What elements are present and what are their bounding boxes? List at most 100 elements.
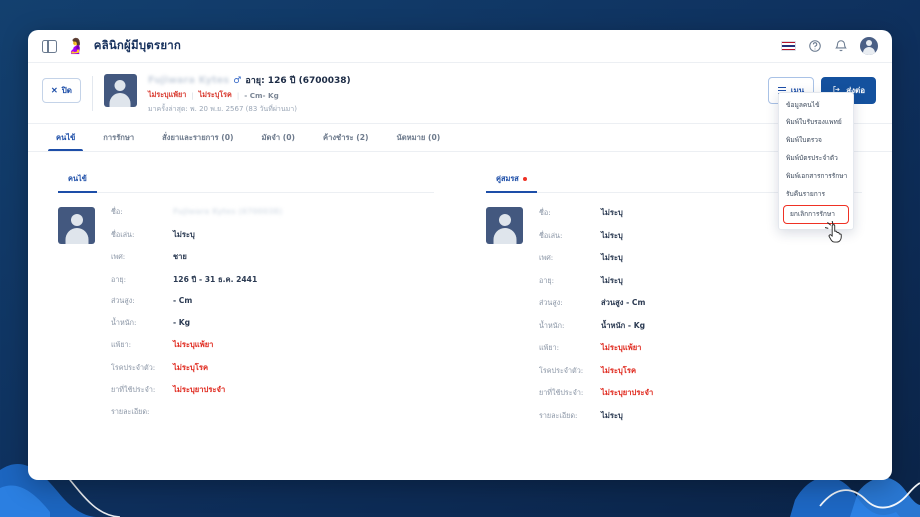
field-label-gender: เพศ: <box>539 253 554 262</box>
field-row: ยาที่ใช้ประจำ: ไม่ระบุยาประจำ <box>539 387 862 399</box>
field-label-allergy: แพ้ยา: <box>111 340 132 349</box>
field-row: โรคประจำตัว: ไม่ระบุโรค <box>539 365 862 377</box>
field-label-name: ชื่อ: <box>111 207 123 216</box>
tab-deposits[interactable]: มัดจำ (0) <box>261 132 295 142</box>
tab-prescriptions[interactable]: สั่งยาและรายการ (0) <box>162 132 234 142</box>
app-title: คลินิกผู้มีบุตรยาก <box>93 38 182 52</box>
field-value-medication: ไม่ระบุยาประจำ <box>173 385 226 394</box>
forward-button-label: ส่งต่อ <box>846 86 865 95</box>
field-row: แพ้ยา: ไม่ระบุแพ้ยา <box>111 339 434 351</box>
field-value-details: ไม่ระบุ <box>601 410 623 420</box>
bell-icon[interactable] <box>834 39 848 53</box>
field-row: รายละเอียด: <box>111 407 434 418</box>
app-topbar: 🤰 คลินิกผู้มีบุตรยาก <box>28 30 892 63</box>
field-row: น้ำหนัก: น้ำหนัก - Kg <box>539 320 862 332</box>
detail-panes: คนไข้ ชื่อ: Fujiwara Kytes (6700038) ชื่… <box>28 152 892 432</box>
topbar-left-group: 🤰 คลินิกผู้มีบุตรยาก <box>42 37 181 55</box>
tab-appointments[interactable]: นัดหมาย (0) <box>396 132 441 142</box>
field-label-weight: น้ำหนัก: <box>111 317 137 327</box>
field-value-disease: ไม่ระบุโรค <box>173 362 209 372</box>
field-value-name: Fujiwara Kytes (6700038) <box>173 207 283 216</box>
field-label-allergy: แพ้ยา: <box>539 343 560 352</box>
patient-name: Fujiwara Kytes <box>147 75 230 86</box>
field-label-disease: โรคประจำตัว: <box>539 365 584 375</box>
spouse-photo-placeholder[interactable] <box>486 207 523 244</box>
menu-item-return-items[interactable]: รับคืนรายการ <box>786 189 825 198</box>
pane-patient-title-label: คนไข้ <box>68 174 87 183</box>
menu-item-print-treatment-docs[interactable]: พิมพ์เอกสารการรักษา <box>786 171 848 180</box>
sidebar-toggle-icon[interactable] <box>42 39 57 53</box>
field-value-nickname: ไม่ระบุ <box>601 230 623 240</box>
patient-disease: ไม่ระบุโรค <box>198 90 232 99</box>
field-row: ส่วนสูง: - Cm <box>111 296 434 307</box>
patient-name-line: Fujiwara Kytes ♂ อายุ: 126 ปี (6700038) <box>148 73 351 87</box>
field-value-age: 126 ปี - 31 ธ.ค. 2441 <box>173 274 258 284</box>
field-label-medication: ยาที่ใช้ประจำ: <box>539 388 584 397</box>
field-value-allergy: ไม่ระบุแพ้ยา <box>173 340 214 349</box>
field-value-weight: น้ำหนัก - Kg <box>601 320 646 330</box>
field-row: ชื่อเล่น: ไม่ระบุ <box>539 230 862 242</box>
close-x-icon: ✕ <box>51 86 58 95</box>
menu-item-patient-info[interactable]: ข้อมูลคนไข้ <box>786 100 820 109</box>
topbar-right-group <box>781 37 878 55</box>
field-value-gender: ไม่ระบุ <box>601 253 623 262</box>
menu-item-cancel-treatment[interactable]: ยกเลิกการรักษา <box>783 204 849 225</box>
field-value-age: ไม่ระบุ <box>601 275 623 285</box>
field-label-details: รายละเอียด: <box>539 410 578 420</box>
field-row: ชื่อเล่น: ไม่ระบุ <box>111 229 434 241</box>
field-label-gender: เพศ: <box>111 252 126 261</box>
menu-item-print-exam-form[interactable]: พิมพ์ใบตรวจ <box>786 136 822 145</box>
patient-conditions-line: ไม่ระบุแพ้ยา | ไม่ระบุโรค | - Cm- Kg <box>148 90 351 101</box>
pane-patient-title[interactable]: คนไข้ <box>58 173 97 193</box>
field-value-allergy: ไม่ระบุแพ้ยา <box>601 343 642 352</box>
tab-outstanding[interactable]: ค้างชำระ (2) <box>323 132 369 142</box>
field-label-nickname: ชื่อเล่น: <box>111 229 135 239</box>
pane-spouse-title-label: คู่สมรส <box>496 174 519 183</box>
menu-item-print-medical-certificate[interactable]: พิมพ์ใบรับรองแพทย์ <box>786 118 842 127</box>
field-row: น้ำหนัก: - Kg <box>111 318 434 329</box>
field-label-height: ส่วนสูง: <box>111 296 135 305</box>
field-value-gender: ชาย <box>173 252 187 261</box>
field-value-medication: ไม่ระบุยาประจำ <box>601 388 654 397</box>
patient-photo-placeholder[interactable] <box>58 207 95 244</box>
app-window: 🤰 คลินิกผู้มีบุตรยาก <box>28 30 892 480</box>
menu-dropdown: ข้อมูลคนไข้ พิมพ์ใบรับรองแพทย์ พิมพ์ใบตร… <box>778 92 854 243</box>
field-label-medication: ยาที่ใช้ประจำ: <box>111 385 156 394</box>
field-label-name: ชื่อ: <box>539 208 551 217</box>
tab-patient[interactable]: คนไข้ <box>42 124 89 151</box>
thai-flag-icon[interactable] <box>781 41 796 51</box>
pane-spouse-title[interactable]: คู่สมรส <box>486 173 537 193</box>
tab-treatment[interactable]: การรักษา <box>103 132 135 142</box>
patient-summary: Fujiwara Kytes ♂ อายุ: 126 ปี (6700038) … <box>148 72 351 115</box>
close-button[interactable]: ✕ ปิด <box>42 78 81 103</box>
field-row: เพศ: ไม่ระบุ <box>539 252 862 264</box>
user-avatar-icon[interactable] <box>860 37 878 55</box>
patient-photo-placeholder[interactable] <box>103 74 137 107</box>
patient-age-id: อายุ: 126 ปี (6700038) <box>245 76 351 86</box>
patient-header-bar: ✕ ปิด Fujiwara Kytes ♂ อายุ: 126 ปี (670… <box>28 63 892 243</box>
pane-spouse-rule <box>486 192 862 193</box>
required-dot-icon <box>522 177 527 181</box>
field-value-weight: - Kg <box>173 317 191 327</box>
field-value-name: ไม่ระบุ <box>601 208 623 217</box>
pane-patient: คนไข้ ชื่อ: Fujiwara Kytes (6700038) ชื่… <box>32 166 460 432</box>
menu-item-print-id-card[interactable]: พิมพ์บัตรประจำตัว <box>786 153 838 162</box>
patient-allergy: ไม่ระบุแพ้ยา <box>147 90 187 99</box>
field-label-age: อายุ: <box>539 275 554 285</box>
field-label-age: อายุ: <box>111 274 126 284</box>
field-row: ส่วนสูง: ส่วนสูง - Cm <box>539 297 862 309</box>
pane-patient-body: ชื่อ: Fujiwara Kytes (6700038) ชื่อเล่น:… <box>58 193 434 428</box>
patient-tabs: คนไข้ การรักษา สั่งยาและรายการ (0) มัดจำ… <box>28 124 892 152</box>
field-value-disease: ไม่ระบุโรค <box>601 365 637 375</box>
field-row: โรคประจำตัว: ไม่ระบุโรค <box>111 362 434 374</box>
field-label-details: รายละเอียด: <box>111 406 150 416</box>
field-value-height: - Cm <box>173 296 193 305</box>
help-circle-icon[interactable] <box>808 39 822 53</box>
field-label-nickname: ชื่อเล่น: <box>539 230 563 240</box>
field-value-height: ส่วนสูง - Cm <box>601 298 646 307</box>
patient-last-visit: มาครั้งล่าสุด: พ. 20 พ.ย. 2567 (83 วันที… <box>147 105 297 113</box>
brand-logo-icon: 🤰 <box>66 36 85 55</box>
spouse-field-list: ชื่อ: ไม่ระบุ ชื่อเล่น: ไม่ระบุ เพศ: ไม่… <box>539 207 862 432</box>
patient-measurements: - Cm- Kg <box>244 91 279 100</box>
gender-icon: ♂ <box>233 76 242 86</box>
